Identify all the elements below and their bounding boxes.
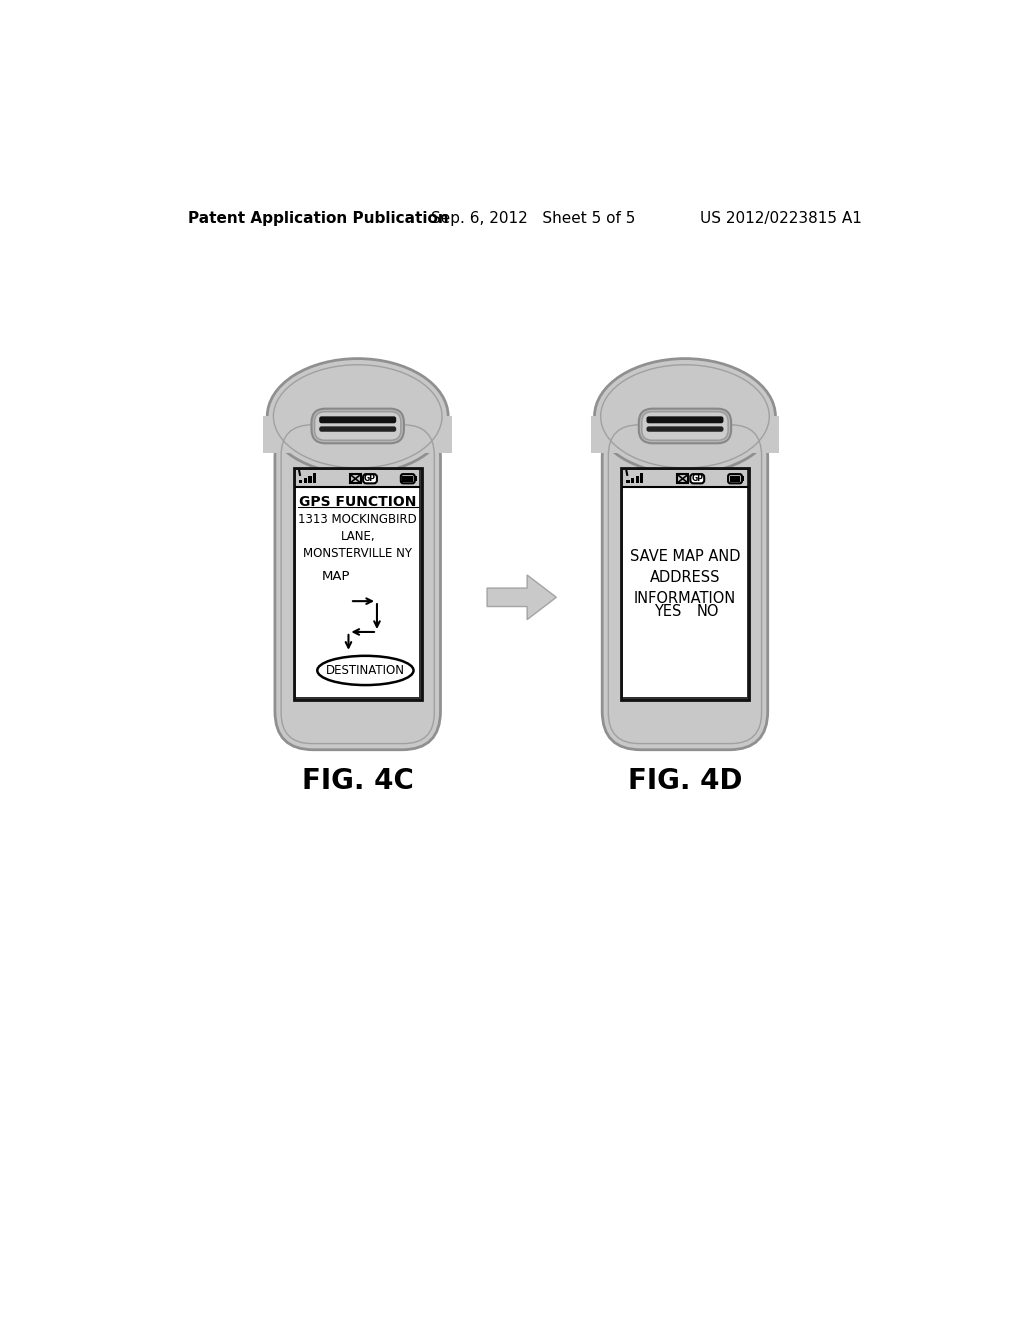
Text: FIG. 4D: FIG. 4D xyxy=(628,767,742,795)
FancyBboxPatch shape xyxy=(319,416,396,424)
FancyBboxPatch shape xyxy=(646,426,724,432)
FancyBboxPatch shape xyxy=(319,426,396,432)
Bar xyxy=(624,470,746,487)
Bar xyxy=(621,469,749,700)
FancyBboxPatch shape xyxy=(690,474,705,483)
Text: GPS FUNCTION: GPS FUNCTION xyxy=(299,495,417,510)
Bar xyxy=(730,475,740,482)
Bar xyxy=(294,469,422,700)
FancyBboxPatch shape xyxy=(274,418,440,750)
FancyBboxPatch shape xyxy=(646,416,724,424)
FancyBboxPatch shape xyxy=(364,474,377,483)
Text: SAVE MAP AND
ADDRESS
INFORMATION: SAVE MAP AND ADDRESS INFORMATION xyxy=(630,549,740,606)
Bar xyxy=(263,416,452,453)
Polygon shape xyxy=(487,576,556,619)
Bar xyxy=(296,470,419,487)
Bar xyxy=(350,474,360,483)
Text: NO: NO xyxy=(696,605,719,619)
Bar xyxy=(636,475,639,483)
Bar xyxy=(627,480,630,483)
Text: GP: GP xyxy=(364,474,376,483)
Bar xyxy=(308,475,311,483)
Text: Sep. 6, 2012   Sheet 5 of 5: Sep. 6, 2012 Sheet 5 of 5 xyxy=(431,211,635,226)
Text: GP: GP xyxy=(691,474,703,483)
Bar xyxy=(631,478,634,483)
Ellipse shape xyxy=(317,656,414,685)
Ellipse shape xyxy=(267,359,449,474)
Text: YES: YES xyxy=(654,605,682,619)
Bar xyxy=(624,487,746,697)
Bar xyxy=(313,474,316,483)
FancyBboxPatch shape xyxy=(639,409,731,444)
Text: FIG. 4C: FIG. 4C xyxy=(302,767,414,795)
Bar xyxy=(742,477,744,480)
FancyBboxPatch shape xyxy=(642,412,728,441)
FancyBboxPatch shape xyxy=(311,409,403,444)
Bar xyxy=(304,478,307,483)
FancyBboxPatch shape xyxy=(602,418,768,750)
Bar xyxy=(591,416,779,453)
Text: 1313 MOCKINGBIRD
LANE,
MONSTERVILLE NY: 1313 MOCKINGBIRD LANE, MONSTERVILLE NY xyxy=(298,512,417,560)
Bar xyxy=(415,477,417,480)
Bar xyxy=(402,475,413,482)
Text: DESTINATION: DESTINATION xyxy=(326,664,404,677)
Bar xyxy=(299,480,302,483)
Text: MAP: MAP xyxy=(322,570,350,583)
Ellipse shape xyxy=(595,359,775,474)
Text: US 2012/0223815 A1: US 2012/0223815 A1 xyxy=(700,211,862,226)
Bar xyxy=(640,474,643,483)
Text: Patent Application Publication: Patent Application Publication xyxy=(188,211,450,226)
Bar xyxy=(677,474,688,483)
Bar xyxy=(296,487,419,697)
FancyBboxPatch shape xyxy=(314,412,400,441)
